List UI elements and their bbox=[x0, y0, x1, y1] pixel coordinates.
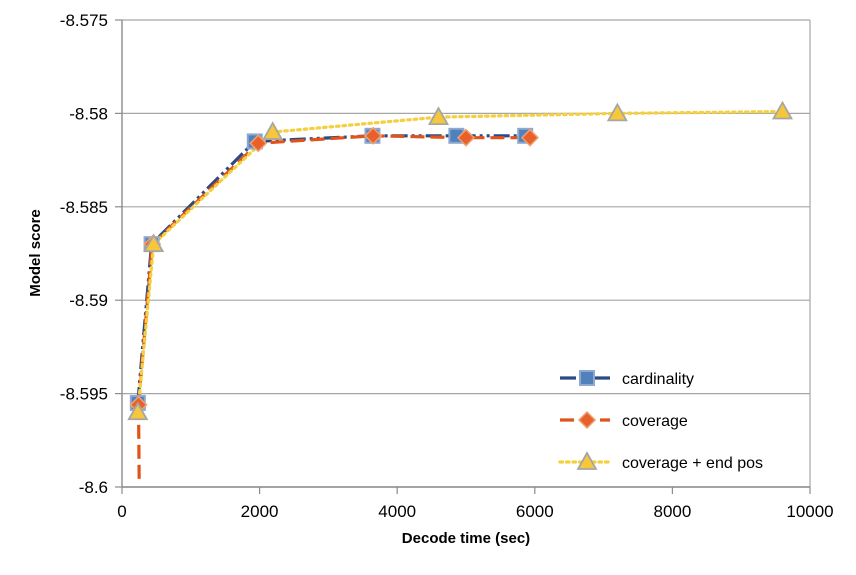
legend-item-2: coverage bbox=[560, 410, 688, 430]
series-layer bbox=[127, 100, 794, 484]
legend-marker bbox=[576, 451, 598, 470]
series-3-markers bbox=[127, 100, 794, 421]
x-tick-label: 6000 bbox=[516, 502, 554, 521]
legend-marker bbox=[579, 370, 595, 386]
y-tick-label: -8.6 bbox=[79, 478, 108, 497]
y-tick-label: -8.59 bbox=[69, 291, 108, 310]
x-tick-label: 0 bbox=[117, 502, 126, 521]
series-2-point bbox=[456, 128, 476, 147]
y-tick-label: -8.585 bbox=[60, 198, 108, 217]
series-2 bbox=[136, 134, 530, 484]
legend: cardinality coverage coverage + end pos bbox=[558, 370, 763, 472]
series-3-point bbox=[127, 401, 149, 421]
y-tick-label: -8.595 bbox=[60, 385, 108, 404]
series-3-point bbox=[427, 106, 450, 126]
x-axis-title: Decode time (sec) bbox=[402, 530, 530, 547]
series-3-point bbox=[606, 102, 628, 122]
y-tick-label: -8.575 bbox=[60, 11, 108, 30]
legend-label: coverage + end pos bbox=[622, 455, 763, 472]
legend-item-3: coverage + end pos bbox=[558, 451, 763, 472]
legend-label: cardinality bbox=[622, 371, 694, 388]
y-tick-label: -8.58 bbox=[69, 104, 108, 123]
legend-item-1: cardinality bbox=[560, 370, 694, 388]
series-2-point bbox=[364, 126, 383, 145]
x-tick-label: 8000 bbox=[653, 502, 691, 521]
y-axis-title: Model score bbox=[27, 209, 44, 297]
tick-labels-layer: -8.575 -8.58 -8.585 -8.59 -8.595 -8.6 0 2000 400… bbox=[60, 11, 834, 521]
axis-layer bbox=[115, 19, 811, 494]
x-tick-label: 4000 bbox=[378, 502, 416, 521]
series-2-markers bbox=[129, 126, 540, 414]
series-3-point bbox=[143, 233, 165, 253]
series-3-point bbox=[771, 100, 794, 120]
legend-marker bbox=[577, 410, 597, 430]
series-3-point bbox=[262, 121, 284, 140]
series-3 bbox=[136, 109, 785, 414]
series-1 bbox=[136, 134, 526, 404]
series-3-line bbox=[136, 109, 785, 414]
series-2-line bbox=[136, 134, 530, 405]
x-tick-label: 2000 bbox=[241, 502, 279, 521]
x-tick-label: 10000 bbox=[786, 502, 833, 521]
series-1-line bbox=[136, 134, 526, 404]
grid-layer bbox=[122, 19, 811, 488]
legend-label: coverage bbox=[622, 413, 688, 430]
series-2-point bbox=[249, 134, 268, 153]
series-1-markers bbox=[129, 127, 534, 411]
series-2-point bbox=[520, 128, 540, 147]
